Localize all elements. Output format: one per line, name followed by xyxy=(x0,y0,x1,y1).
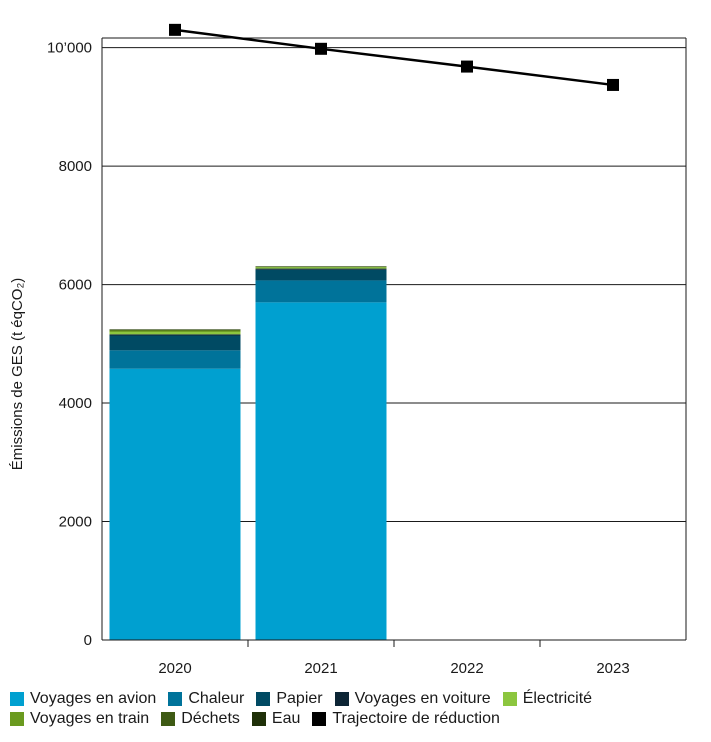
bar-segment xyxy=(109,334,241,336)
line-marker xyxy=(461,60,473,73)
bar-segment xyxy=(109,350,241,369)
legend-label: Déchets xyxy=(181,710,240,727)
legend: Voyages en avion Chaleur Papier Voyages en … xyxy=(10,689,710,729)
legend-item: Papier xyxy=(256,690,323,708)
line-marker xyxy=(315,42,327,55)
legend-item: Déchets xyxy=(161,710,240,728)
legend-swatch xyxy=(251,712,266,726)
legend-row: Voyages en avion Chaleur Papier Voyages en … xyxy=(10,689,710,709)
line-marker xyxy=(607,78,619,91)
legend-row: Voyages en train Déchets Eau Trajectoire de… xyxy=(10,709,710,729)
legend-swatch xyxy=(312,712,327,726)
legend-swatch xyxy=(10,712,24,726)
legend-label: Électricité xyxy=(522,690,593,707)
y-tick-label: 8000 xyxy=(59,158,92,175)
legend-swatch xyxy=(168,692,183,706)
legend-label: Voyages en voiture xyxy=(354,690,491,707)
bar-segment xyxy=(109,368,241,640)
chart: 0 2000 4000 6000 8000 10’000 2020 2021 2022 2023… xyxy=(9,23,687,677)
bars xyxy=(109,266,387,640)
x-tick-label: 2020 xyxy=(158,660,191,677)
legend-item: Trajectoire de réduction xyxy=(312,710,500,728)
legend-swatch xyxy=(161,712,176,726)
legend-label: Papier xyxy=(276,690,323,707)
line-marker xyxy=(169,23,181,36)
x-tick-label: 2023 xyxy=(596,660,629,677)
legend-item: Électricité xyxy=(502,690,593,708)
y-axis-title: Émissions de GES (t éqCO₂) xyxy=(9,278,26,471)
x-tick-label: 2022 xyxy=(450,660,483,677)
y-tick-label: 4000 xyxy=(59,395,92,412)
reduction-line xyxy=(169,23,619,91)
bar-segment xyxy=(255,267,387,269)
legend-item: Voyages en avion xyxy=(10,690,156,708)
bar-segment xyxy=(255,302,387,640)
y-tick-label: 0 xyxy=(84,632,92,649)
bar-segment xyxy=(255,266,387,268)
bar-segment xyxy=(255,280,387,303)
legend-item: Voyages en voiture xyxy=(334,690,491,708)
legend-swatch xyxy=(334,692,349,706)
bar-segment xyxy=(109,335,241,351)
legend-item: Voyages en train xyxy=(10,710,149,728)
bar-segment xyxy=(109,330,241,332)
y-tick-label: 10’000 xyxy=(47,40,92,57)
x-tick-label: 2021 xyxy=(304,660,337,677)
axes xyxy=(101,37,687,647)
legend-swatch xyxy=(502,692,517,706)
legend-label: Trajectoire de réduction xyxy=(332,710,500,727)
bar-segment xyxy=(255,268,387,270)
legend-label: Eau xyxy=(271,710,301,727)
legend-label: Voyages en avion xyxy=(30,690,157,707)
y-tick-label: 2000 xyxy=(59,514,92,531)
legend-swatch xyxy=(10,692,24,706)
legend-swatch xyxy=(256,692,271,706)
legend-label: Voyages en train xyxy=(30,710,150,727)
legend-item: Chaleur xyxy=(168,690,244,708)
bar-segment xyxy=(109,329,241,331)
legend-item: Eau xyxy=(251,710,301,728)
legend-label: Chaleur xyxy=(188,690,245,707)
y-tick-labels: 0 2000 4000 6000 8000 10’000 xyxy=(47,40,92,649)
bar-segment xyxy=(255,269,387,281)
line-path xyxy=(174,28,614,87)
y-tick-label: 6000 xyxy=(59,277,92,294)
bar-segment xyxy=(109,331,241,335)
x-tick-labels: 2020 2021 2022 2023 xyxy=(158,660,629,677)
